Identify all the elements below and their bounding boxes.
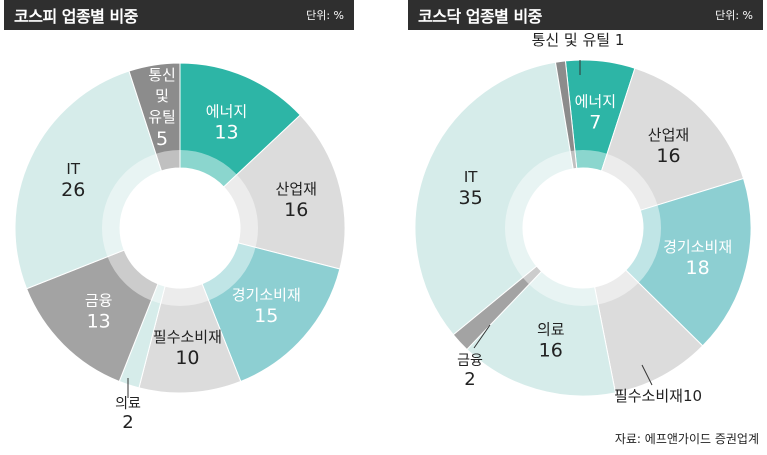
- kosdaq-slice-label-6-name: IT: [464, 168, 478, 186]
- kosdaq-chart-header: 코스닥 업종별 비중 단위: %: [408, 0, 763, 30]
- kosdaq-slice-label-2-name: 경기소비재: [663, 238, 732, 256]
- kosdaq-unit-label: 단위: %: [715, 9, 753, 22]
- kosdaq-chart-title: 코스닥 업종별 비중: [418, 7, 542, 26]
- kospi-slice-label-0-value: 13: [214, 122, 238, 144]
- kosdaq-slice-label-5-value: 2: [464, 369, 475, 390]
- kosdaq-donut-hole: [523, 168, 643, 288]
- kospi-slice-label-7-name-1: 및: [155, 87, 169, 105]
- kosdaq-slice-label-7: 통신 및 유틸 1: [532, 31, 625, 75]
- kospi-chart-header: 코스피 업종별 비중 단위: %: [4, 0, 354, 30]
- kospi-chart-title: 코스피 업종별 비중: [14, 7, 138, 26]
- kospi-slice-label-3-name: 필수소비재: [153, 328, 222, 346]
- kosdaq-slice-label-0-name: 에너지: [575, 93, 616, 111]
- kospi-slice-label-1-value: 16: [284, 199, 308, 221]
- kospi-donut: 에너지13산업재16경기소비재15필수소비재10의료2금융13IT26통신및유틸…: [14, 62, 346, 433]
- kospi-slice-label-2-name: 경기소비재: [232, 286, 301, 304]
- kospi-slice-label-6-name: IT: [66, 160, 80, 178]
- kosdaq-slice-label-3: 필수소비재10: [614, 364, 702, 405]
- kospi-slice-label-4-name: 의료: [115, 396, 141, 412]
- kospi-slice-label-7-name-2: 유틸: [148, 108, 176, 126]
- kosdaq-slice-label-6-value: 35: [459, 187, 483, 209]
- kospi-slice-2: [201, 242, 341, 383]
- kospi-slice-label-7-name-0: 통신: [148, 66, 176, 84]
- kospi-unit-label: 단위: %: [306, 9, 344, 22]
- kospi-slice-label-7-value: 5: [156, 128, 168, 150]
- kosdaq-slice-label-4-name: 의료: [537, 320, 565, 338]
- kosdaq-slice-label-3-text: 필수소비재10: [614, 387, 702, 405]
- source-note: 자료: 에프앤가이드 증권업계: [614, 432, 759, 446]
- kosdaq-slice-label-0-value: 7: [589, 112, 601, 134]
- kospi-donut-hole: [120, 168, 240, 288]
- kospi-slice-label-2-value: 15: [254, 305, 278, 327]
- kospi-slice-label-1-name: 산업재: [276, 180, 317, 198]
- kospi-slice-label-4-value: 2: [122, 412, 133, 433]
- kosdaq-slice-label-2-value: 18: [686, 257, 710, 279]
- kosdaq-slice-label-3-leader: [641, 364, 653, 386]
- kosdaq-inner-ring: [505, 150, 661, 306]
- kosdaq-slice-label-5-name: 금융: [457, 353, 483, 369]
- kospi-slice-label-5-value: 13: [87, 310, 111, 332]
- kospi-slice-label-6-value: 26: [61, 179, 85, 201]
- kosdaq-slice-label-1-name: 산업재: [648, 126, 689, 144]
- kosdaq-slice-4: [466, 270, 617, 397]
- kosdaq-slice-label-5-leader: [473, 324, 491, 349]
- kospi-slice-label-4: 의료2: [115, 378, 141, 433]
- kospi-slice-label-0-name: 에너지: [206, 103, 247, 121]
- kospi-slice-label-5-name: 금융: [85, 291, 113, 309]
- kospi-slice-label-3: 필수소비재10: [153, 328, 222, 369]
- kospi-slice-label-3-value: 10: [175, 347, 199, 369]
- kosdaq-slice-label-4-value: 16: [539, 339, 563, 361]
- kosdaq-slice-label-7-text: 통신 및 유틸 1: [532, 31, 625, 49]
- kosdaq-slice-label-5: 금융2: [457, 324, 491, 390]
- kosdaq-slice-label-1-value: 16: [656, 145, 680, 167]
- kospi-inner-ring: [102, 150, 258, 306]
